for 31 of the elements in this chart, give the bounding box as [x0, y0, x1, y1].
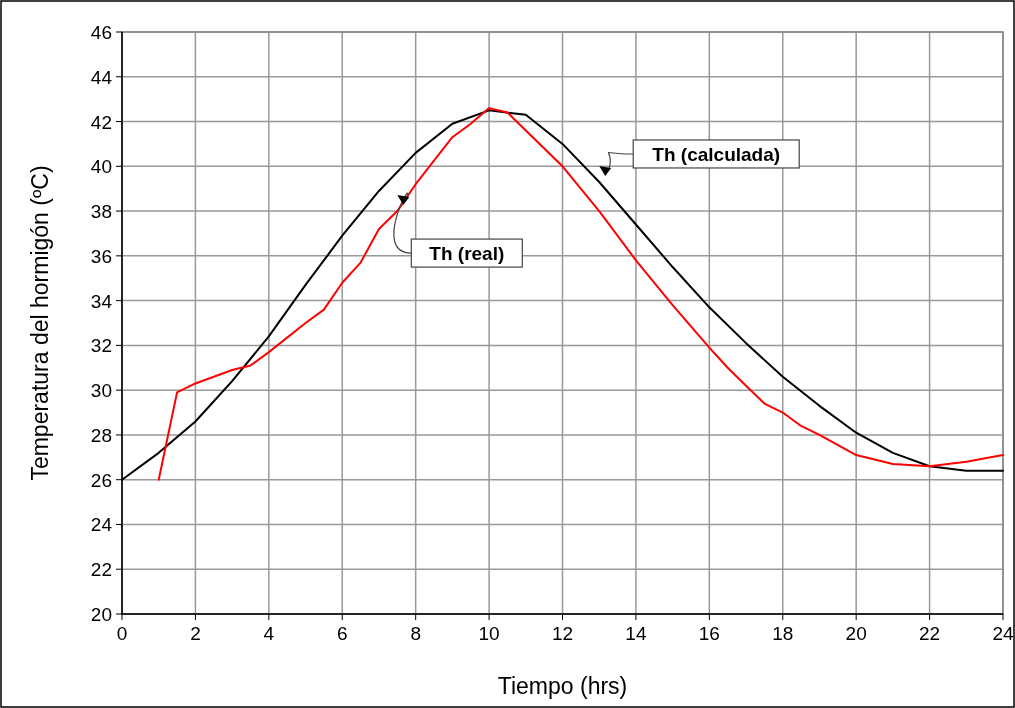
x-tick-label: 14 [625, 623, 647, 644]
x-tick-label: 12 [551, 623, 574, 644]
y-tick-label: 38 [90, 201, 112, 223]
y-tick-label: 20 [90, 604, 112, 625]
text: Th (calculada) [652, 143, 781, 165]
y-tick-label: 32 [90, 335, 112, 357]
x-tick-label: 22 [919, 623, 941, 644]
x-tick-label: 18 [772, 623, 794, 644]
x-tick-label: 16 [698, 623, 720, 644]
y-tick-label: 42 [90, 111, 112, 133]
y-tick-label: 30 [90, 380, 112, 402]
y-axis-title: Temperatura del hormigón (ºC) [27, 165, 53, 481]
x-tick-label: 6 [336, 623, 348, 644]
x-tick-label: 2 [190, 623, 201, 644]
y-tick-label: 40 [90, 156, 112, 178]
y-tick-label: 46 [90, 22, 112, 43]
y-tick-label: 34 [90, 290, 113, 312]
text: Th (real) [429, 243, 505, 265]
y-tick-label: 26 [90, 469, 112, 491]
x-tick-label: 4 [263, 623, 275, 644]
y-tick-label: 36 [90, 245, 112, 267]
x-tick-label: 10 [478, 623, 500, 644]
x-axis-title: Tiempo (hrs) [497, 673, 628, 699]
x-tick-label: 20 [845, 623, 867, 644]
y-tick-label: 22 [90, 559, 112, 581]
x-tick-label: 0 [116, 623, 128, 644]
x-tick-label: 24 [992, 623, 1014, 644]
y-tick-label: 44 [90, 66, 113, 88]
x-tick-label: 8 [410, 623, 421, 644]
y-tick-label: 24 [90, 514, 113, 536]
y-tick-label: 28 [90, 424, 112, 446]
